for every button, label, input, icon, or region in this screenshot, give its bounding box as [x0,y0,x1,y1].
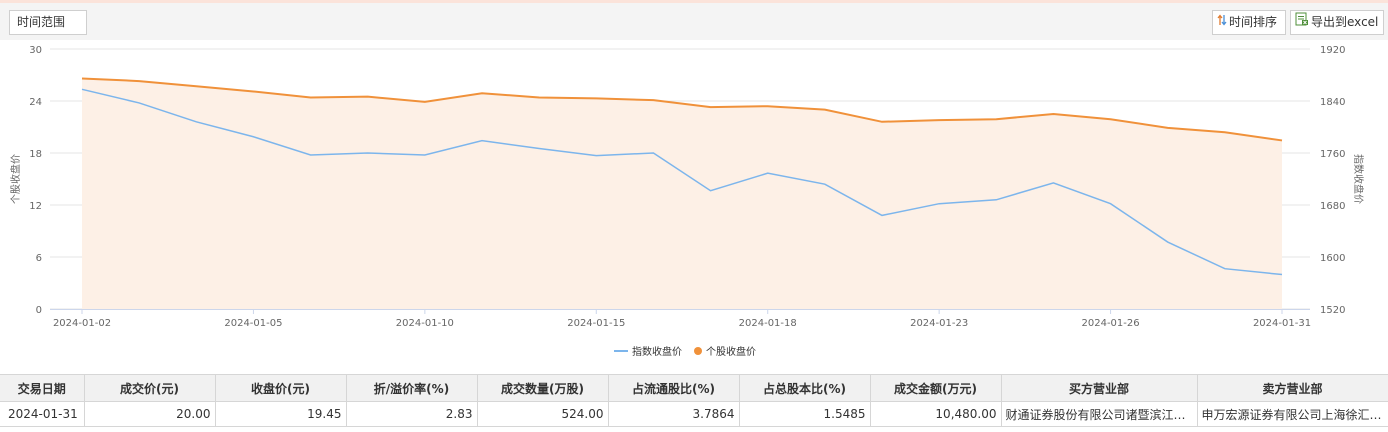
x-tick-label: 2024-01-05 [224,318,282,329]
col-header-seller[interactable]: 卖方营业部 [1197,374,1388,402]
legend-stock-marker [694,346,702,355]
stock-close-line[interactable] [81,77,1283,142]
export-excel-button[interactable]: 导出到excel [1290,10,1384,35]
col-header-premium-rate[interactable]: 折/溢价率(%) [346,374,478,402]
cell-volume: 524.00 [477,401,609,427]
y-left-tick-label: 6 [36,253,42,264]
y-right-tick-label: 1760 [1320,149,1345,160]
time-sort-label: 时间排序 [1229,15,1278,29]
x-tick-label: 2024-01-15 [567,318,625,329]
price-line-chart: 30 24 18 12 6 0 1920 1840 1760 1680 1600 1520 2024-0… [9,45,1365,329]
legend-stock-label[interactable]: 个股收盘价 [706,347,756,358]
legend-index-marker [614,349,628,352]
x-tick-label: 2024-01-02 [53,318,111,329]
cell-float-ratio: 3.7864 [608,401,740,427]
toolbar: 时间范围 时间排序 导出到excel [0,3,1388,40]
top-accent-line [0,0,1388,3]
y-left-tick-label: 0 [36,305,42,316]
y-right-tick-label: 1600 [1320,253,1345,264]
table-header-row: 交易日期 成交价(元) 收盘价(元) 折/溢价率(%) 成交数量(万股) 占流通… [0,374,1388,402]
col-header-date[interactable]: 交易日期 [0,374,85,402]
x-tick-label: 2024-01-10 [396,318,454,329]
x-tick-label: 2024-01-31 [1253,318,1311,329]
col-header-amount[interactable]: 成交金额(万元) [870,374,1002,402]
cell-date: 2024-01-31 [0,401,85,427]
cell-buyer[interactable]: 财通证券股份有限公司诸暨滨江… [1001,401,1198,427]
cell-premium-rate: 2.83 [346,401,478,427]
col-header-float-ratio[interactable]: 占流通股比(%) [608,374,740,402]
y-left-tick-label: 30 [29,45,42,56]
stock-area-fill [82,78,1282,309]
col-header-total-ratio[interactable]: 占总股本比(%) [739,374,871,402]
block-trade-table: 交易日期 成交价(元) 收盘价(元) 折/溢价率(%) 成交数量(万股) 占流通… [0,374,1388,427]
y-left-tick-label: 12 [29,201,42,212]
time-sort-button[interactable]: 时间排序 [1212,10,1286,35]
col-header-deal-price[interactable]: 成交价(元) [84,374,216,402]
y-right-tick-label: 1840 [1320,97,1345,108]
x-tick-label: 2024-01-23 [910,318,968,329]
y-right-tick-label: 1520 [1320,305,1345,316]
y-left-tick-label: 18 [29,149,42,160]
col-header-close-price[interactable]: 收盘价(元) [215,374,347,402]
y-right-tick-label: 1680 [1320,201,1345,212]
y-left-tick-label: 24 [29,97,42,108]
time-range-button[interactable]: 时间范围 [9,10,87,35]
legend-index-label[interactable]: 指数收盘价 [632,347,682,358]
cell-total-ratio: 1.5485 [739,401,871,427]
cell-amount: 10,480.00 [870,401,1002,427]
sort-arrows-icon [1217,11,1227,34]
cell-deal-price: 20.00 [84,401,216,427]
x-tick-label: 2024-01-26 [1082,318,1140,329]
cell-seller[interactable]: 申万宏源证券有限公司上海徐汇… [1197,401,1388,427]
y-left-axis-title: 个股收盘价 [9,154,22,204]
export-excel-label: 导出到excel [1311,15,1379,29]
chart-legend: 指数收盘价 个股收盘价 [614,343,756,358]
y-right-axis-title: 指数收盘价 [1352,154,1365,204]
table-row: 2024-01-31 20.00 19.45 2.83 524.00 3.786… [0,401,1388,427]
y-right-tick-label: 1920 [1320,45,1345,56]
time-range-label: 时间范围 [17,15,66,29]
index-close-line[interactable] [81,88,1283,276]
cell-close-price: 19.45 [215,401,347,427]
x-tick-label: 2024-01-18 [739,318,797,329]
excel-export-icon [1295,11,1309,34]
col-header-buyer[interactable]: 买方营业部 [1001,374,1198,402]
col-header-volume[interactable]: 成交数量(万股) [477,374,609,402]
